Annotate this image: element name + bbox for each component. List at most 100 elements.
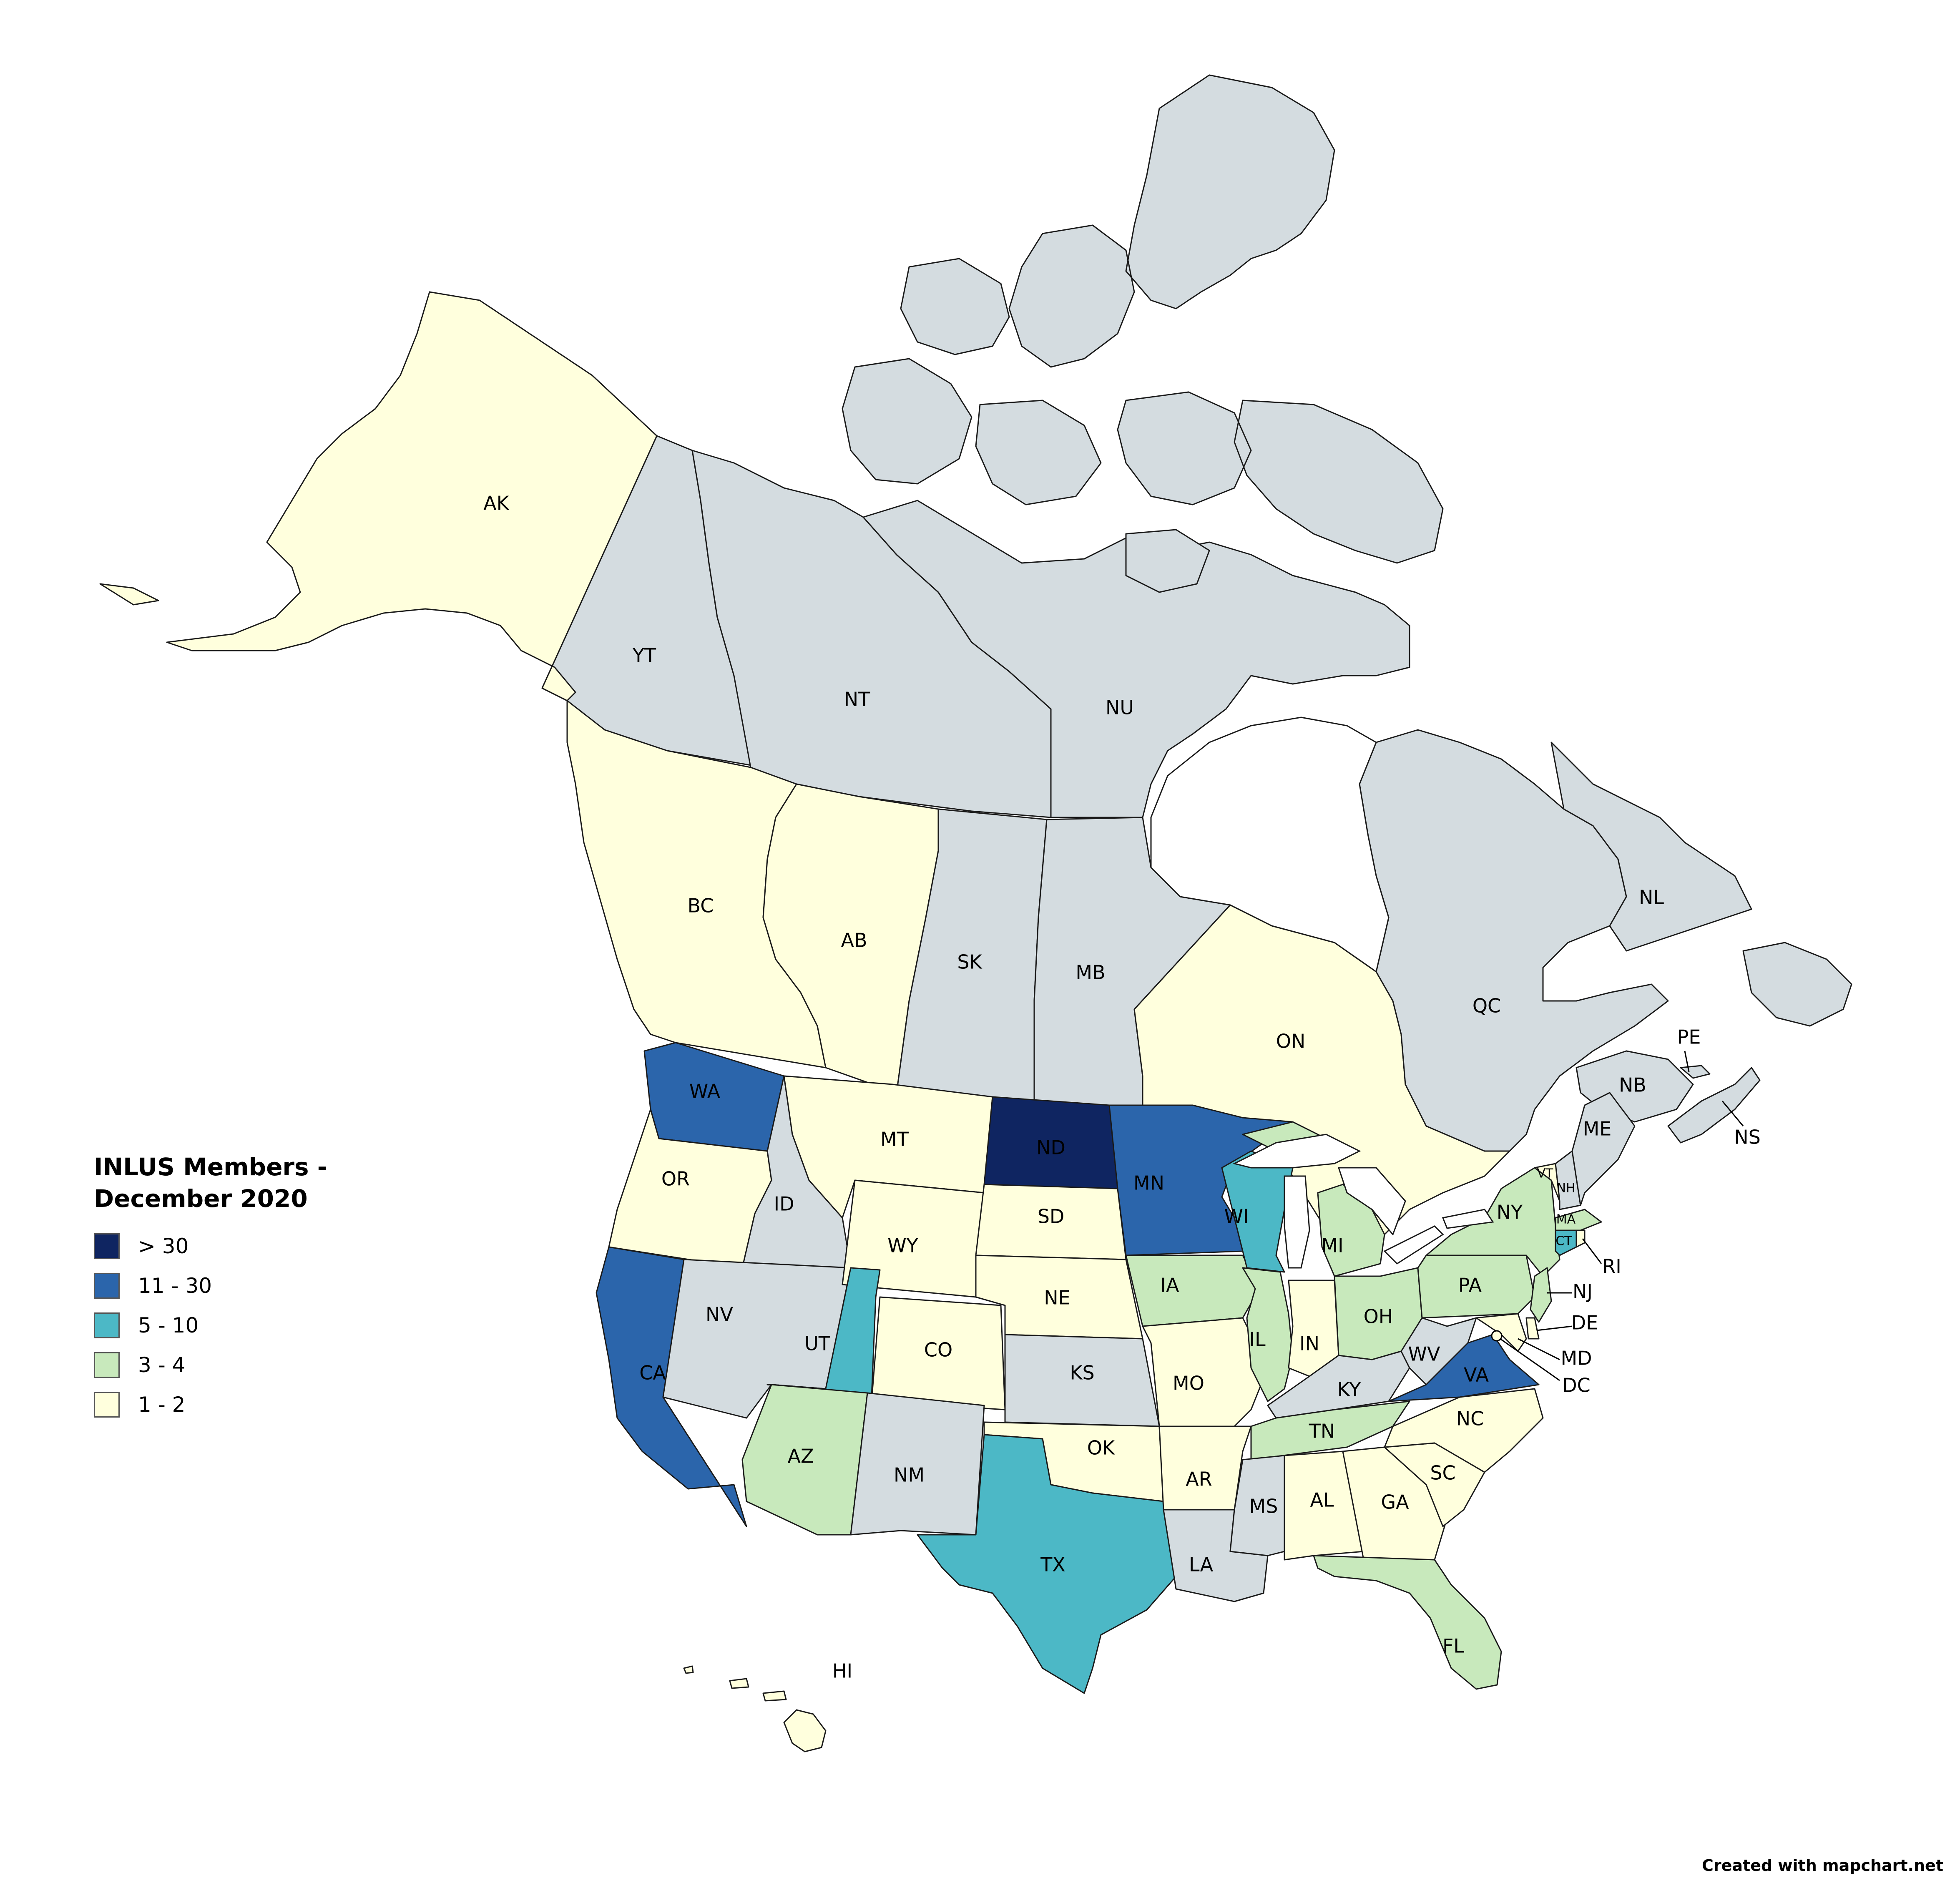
region-ak[interactable] xyxy=(99,291,658,701)
legend-items: > 30 11 - 30 5 - 10 3 - 4 1 - 2 xyxy=(94,1226,461,1424)
credit-text: Created with mapchart.net xyxy=(1702,1856,1943,1875)
legend-swatch xyxy=(94,1233,120,1259)
region-mo[interactable] xyxy=(1142,1317,1269,1427)
label-wa: WA xyxy=(689,1080,721,1103)
region-nu[interactable] xyxy=(862,500,1410,818)
region-ri[interactable] xyxy=(1576,1229,1586,1248)
legend-item: 11 - 30 xyxy=(94,1266,461,1305)
label-ma: MA xyxy=(1556,1212,1576,1227)
label-pe: PE xyxy=(1677,1026,1701,1048)
region-de[interactable] xyxy=(1525,1317,1540,1340)
label-al: AL xyxy=(1310,1489,1334,1511)
legend-swatch xyxy=(94,1352,120,1378)
legend-item: 5 - 10 xyxy=(94,1305,461,1345)
label-ny: NY xyxy=(1497,1201,1523,1224)
label-va: VA xyxy=(1464,1364,1489,1386)
label-tn: TN xyxy=(1309,1420,1335,1443)
region-nj[interactable] xyxy=(1530,1267,1552,1323)
label-il: IL xyxy=(1249,1328,1266,1351)
legend-title: INLUS Members - December 2020 xyxy=(94,1153,327,1213)
lake-huron xyxy=(1337,1167,1406,1236)
label-ga: GA xyxy=(1381,1491,1409,1513)
region-nl[interactable] xyxy=(1550,742,1852,1027)
label-md: MD xyxy=(1560,1347,1592,1370)
lake-erie xyxy=(1383,1225,1444,1265)
lake-superior xyxy=(1232,1134,1361,1169)
region-mn[interactable] xyxy=(1108,1104,1294,1256)
label-nt: NT xyxy=(844,688,870,711)
label-nv: NV xyxy=(706,1303,733,1326)
legend-item: 3 - 4 xyxy=(94,1345,461,1385)
label-nl: NL xyxy=(1639,886,1664,909)
region-labels: AK YT NT NU BC AB SK MB ON QC NL NB PE NS WA OR CA ID NV MT… xyxy=(483,492,1761,1682)
great-lakes xyxy=(1232,1134,1494,1269)
legend-swatch xyxy=(94,1312,120,1338)
label-ok: OK xyxy=(1087,1437,1116,1459)
region-nm[interactable] xyxy=(850,1392,985,1536)
region-ct[interactable] xyxy=(1555,1229,1577,1256)
region-nc[interactable] xyxy=(1384,1388,1544,1473)
label-hi: HI xyxy=(832,1660,852,1682)
label-mb: MB xyxy=(1075,961,1105,984)
leader-lines xyxy=(1491,1051,1744,1381)
label-ut: UT xyxy=(804,1332,831,1355)
label-wi: WI xyxy=(1224,1205,1249,1228)
label-nu: NU xyxy=(1106,696,1134,719)
region-fl[interactable] xyxy=(1313,1555,1502,1690)
lake-ontario xyxy=(1442,1209,1494,1229)
label-vt: VT xyxy=(1537,1167,1554,1181)
label-wv: WV xyxy=(1408,1343,1440,1365)
region-ns[interactable] xyxy=(1667,1067,1761,1144)
region-al[interactable] xyxy=(1284,1451,1364,1561)
label-or: OR xyxy=(661,1168,690,1190)
label-pa: PA xyxy=(1458,1274,1482,1297)
label-az: AZ xyxy=(788,1445,814,1468)
legend-item: > 30 xyxy=(94,1226,461,1266)
region-wv[interactable] xyxy=(1400,1317,1477,1385)
region-tx[interactable] xyxy=(917,1434,1177,1694)
region-il[interactable] xyxy=(1242,1267,1294,1402)
label-ca: CA xyxy=(639,1362,666,1384)
region-ar[interactable] xyxy=(1158,1425,1252,1511)
canada xyxy=(541,74,1852,1260)
label-id: ID xyxy=(774,1193,794,1215)
label-ak: AK xyxy=(483,492,510,515)
alaska xyxy=(99,291,658,701)
label-mo: MO xyxy=(1173,1372,1204,1395)
region-me[interactable] xyxy=(1571,1092,1636,1206)
label-fl: FL xyxy=(1442,1635,1464,1657)
label-ct: CT xyxy=(1555,1234,1572,1249)
label-mt: MT xyxy=(880,1128,909,1151)
united-states xyxy=(596,1042,1636,1694)
label-sc: SC xyxy=(1430,1462,1455,1484)
label-nh: NH xyxy=(1557,1181,1576,1196)
label-bc: BC xyxy=(688,895,714,917)
legend-label: 5 - 10 xyxy=(138,1313,199,1337)
legend-swatch xyxy=(94,1391,120,1418)
legend-item: 1 - 2 xyxy=(94,1385,461,1424)
label-ms: MS xyxy=(1249,1495,1278,1518)
label-on: ON xyxy=(1276,1030,1306,1053)
label-ab: AB xyxy=(841,929,867,952)
region-ma[interactable] xyxy=(1555,1209,1602,1231)
legend-label: 11 - 30 xyxy=(138,1273,212,1298)
label-de: DE xyxy=(1571,1312,1598,1334)
region-ia[interactable] xyxy=(1125,1254,1260,1327)
legend-label: 3 - 4 xyxy=(138,1353,186,1377)
label-la: LA xyxy=(1189,1554,1214,1576)
label-ks: KS xyxy=(1070,1362,1094,1384)
label-ar: AR xyxy=(1186,1468,1212,1491)
label-in: IN xyxy=(1299,1332,1319,1355)
region-hi[interactable] xyxy=(683,1665,827,1752)
hawaii xyxy=(683,1665,827,1752)
legend: INLUS Members - December 2020 > 30 11 - 3… xyxy=(94,1151,461,1424)
label-mi: MI xyxy=(1321,1234,1343,1257)
label-yt: YT xyxy=(632,644,656,667)
region-nu-arctic-islands xyxy=(842,74,1444,593)
label-ns: NS xyxy=(1734,1126,1761,1149)
legend-label: > 30 xyxy=(138,1234,189,1258)
label-sd: SD xyxy=(1038,1205,1065,1228)
label-nj: NJ xyxy=(1573,1280,1593,1303)
label-ia: IA xyxy=(1160,1274,1179,1297)
label-dc: DC xyxy=(1562,1374,1591,1397)
